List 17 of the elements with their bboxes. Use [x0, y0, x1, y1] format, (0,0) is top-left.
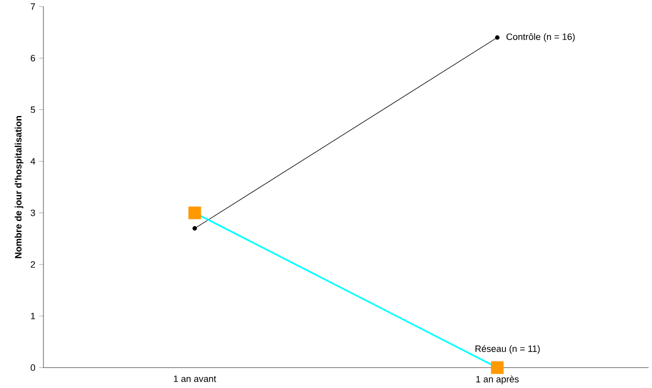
y-tick-label: 3 — [30, 210, 36, 216]
y-tick-label: 4 — [30, 158, 36, 165]
y-tick-label: 0 — [30, 364, 36, 372]
series-label: Réseau (n = 11) — [476, 345, 540, 354]
point — [490, 361, 504, 374]
point — [495, 35, 500, 40]
y-tick-label: 5 — [30, 106, 36, 114]
y-tick-label: 1 — [31, 313, 36, 320]
x-tick-label: 1 an après — [476, 376, 519, 384]
y-tick-label: 2 — [30, 261, 35, 268]
series-label: Contrôle (n = 16) — [506, 33, 575, 42]
point — [192, 226, 197, 231]
y-axis-title: Nombre de jour d'hospitalisation — [14, 116, 24, 258]
y-tick-label: 7 — [30, 4, 35, 10]
y-tick-label: 6 — [30, 55, 36, 62]
point — [188, 206, 202, 220]
x-tick-label: 1 an avant — [174, 376, 216, 382]
